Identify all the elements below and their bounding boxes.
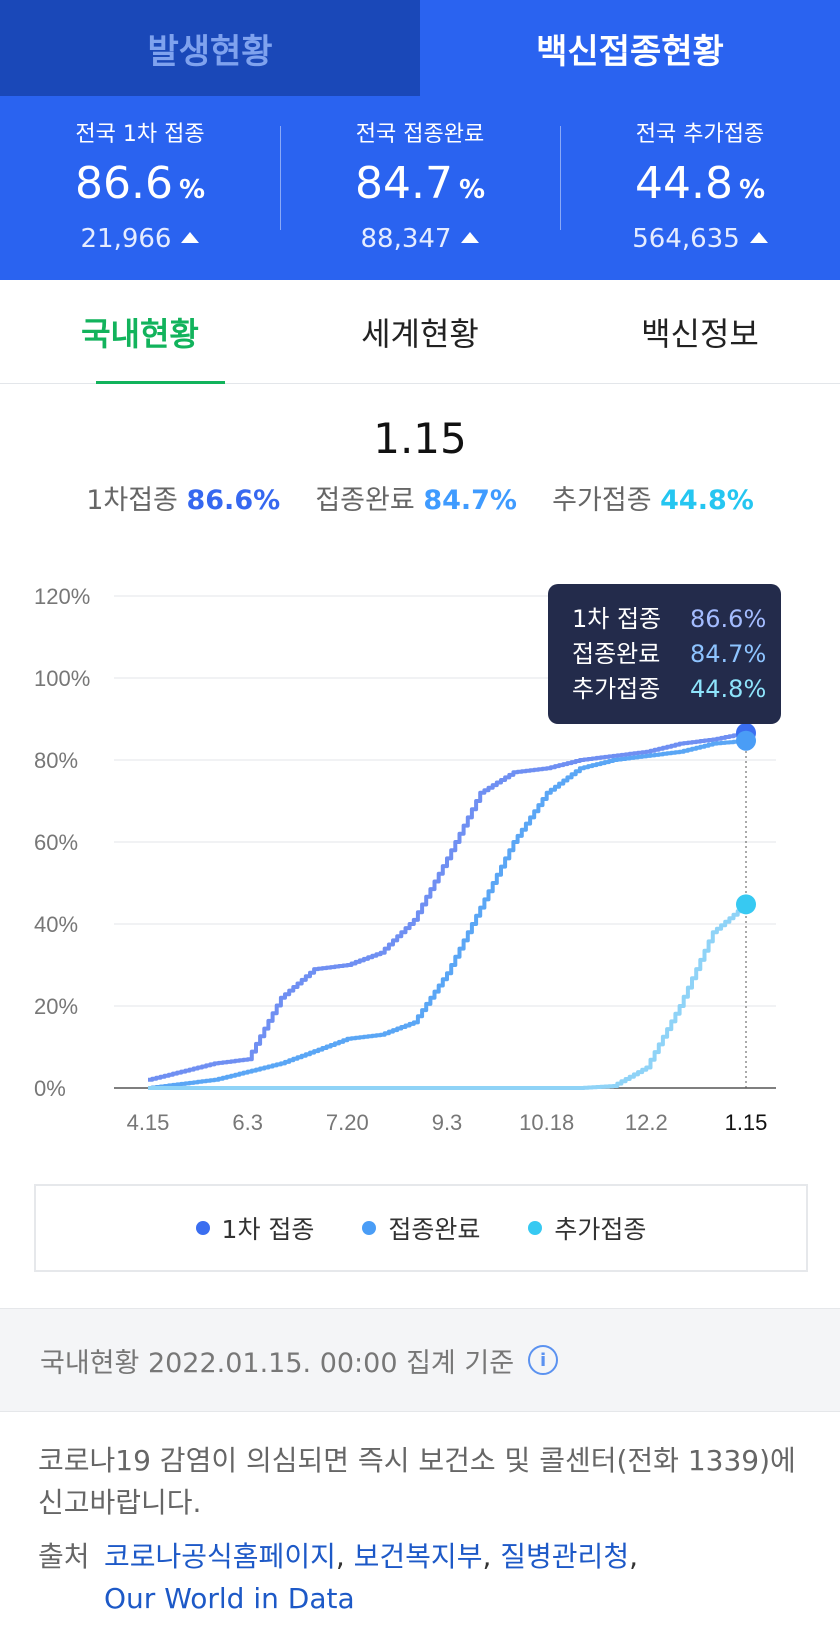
y-tick-label: 120%: [34, 584, 90, 609]
legend-item-booster[interactable]: 추가접종: [528, 1210, 646, 1246]
tooltip-row: 추가접종 44.8%: [572, 672, 781, 707]
increase-triangle-icon: [749, 232, 768, 243]
x-tick-label: 10.18: [519, 1110, 574, 1135]
x-tick-label: 7.20: [326, 1110, 369, 1135]
stat-label: 전국 1차 접종: [75, 122, 205, 147]
footer-notice: 코로나19 감염이 의심되면 즉시 보건소 및 콜센터(전화 1339)에 신고…: [38, 1444, 796, 1519]
stat-number: 44.8: [634, 158, 733, 209]
top-tabs: 발생현황 백신접종현황: [0, 0, 840, 96]
tooltip-value: 84.7%: [690, 640, 767, 668]
info-icon[interactable]: i: [528, 1345, 559, 1375]
tooltip-row: 1차 접종 86.6%: [572, 602, 781, 637]
summary-value: 84.7%: [423, 485, 517, 516]
tooltip-label: 1차 접종: [572, 605, 662, 633]
stat-number: 84.7: [354, 158, 453, 209]
legend-dot-icon: [195, 1221, 210, 1235]
stat-unit: %: [738, 175, 766, 205]
stat-label: 전국 추가접종: [635, 122, 765, 147]
tab-world[interactable]: 세계현황: [361, 314, 479, 353]
stats-band: 전국 1차 접종 86.6% 21,966 전국 접종완료 84.7% 88,3…: [0, 96, 840, 280]
summary-label: 접종완료: [315, 485, 415, 516]
series-line-complete: [148, 739, 748, 1090]
stat-complete: 전국 접종완료 84.7% 88,347: [280, 120, 560, 256]
highlight-dot-booster: [736, 894, 756, 915]
legend-dot-icon: [362, 1221, 377, 1235]
tab-outbreak-status[interactable]: 발생현황: [0, 0, 420, 96]
series-line-first-dose: [148, 731, 748, 1082]
x-tick-label: 4.15: [127, 1110, 170, 1135]
source-link-owid[interactable]: Our World in Data: [104, 1582, 355, 1615]
tab-vaccination-status[interactable]: 백신접종현황: [420, 0, 840, 96]
x-tick-label: 1.15: [725, 1110, 768, 1135]
data-basis-note: 국내현황 2022.01.15. 00:00 집계 기준 i: [0, 1308, 840, 1412]
stat-delta-value: 88,347: [360, 224, 452, 254]
summary-value: 86.6%: [186, 485, 281, 516]
stat-delta-value: 21,966: [80, 224, 172, 254]
x-tick-label: 9.3: [432, 1110, 463, 1135]
legend-label: 접종완료: [388, 1215, 481, 1244]
source-label: 출처: [38, 1540, 90, 1573]
series-line-booster: [148, 904, 748, 1090]
source-link-covid-homepage[interactable]: 코로나공식홈페이지: [104, 1540, 336, 1573]
x-tick-label: 12.2: [625, 1110, 668, 1135]
stat-label: 전국 접종완료: [355, 122, 485, 147]
stat-booster: 전국 추가접종 44.8% 564,635: [560, 120, 840, 256]
stat-value: 84.7%: [280, 156, 560, 218]
y-tick-label: 20%: [34, 994, 78, 1019]
chart-legend: 1차 접종 접종완료 추가접종: [34, 1184, 808, 1272]
source-link-mohw[interactable]: 보건복지부: [353, 1540, 483, 1573]
sub-tabs: 국내현황 세계현황 백신정보: [0, 280, 840, 384]
tab-domestic[interactable]: 국내현황: [0, 280, 280, 384]
stat-value: 86.6%: [0, 156, 280, 218]
stat-number: 86.6: [74, 158, 173, 209]
tooltip-row: 접종완료 84.7%: [572, 637, 781, 672]
y-tick-label: 40%: [34, 912, 78, 937]
y-tick-label: 60%: [34, 830, 78, 855]
summary-label: 추가접종: [552, 485, 652, 516]
source-link-kdca[interactable]: 질병관리청: [500, 1540, 630, 1573]
source-row: 출처 코로나공식홈페이지, 보건복지부, 질병관리청, Our World in …: [38, 1536, 808, 1620]
tab-vaccine-info[interactable]: 백신정보: [641, 314, 759, 353]
stat-first-dose: 전국 1차 접종 86.6% 21,966: [0, 120, 280, 256]
legend-item-first-dose[interactable]: 1차 접종: [195, 1210, 315, 1246]
summary-value: 44.8%: [660, 485, 754, 516]
legend-item-complete[interactable]: 접종완료: [362, 1210, 480, 1246]
y-tick-label: 80%: [34, 748, 78, 773]
summary-line: 1차접종 86.6% 접종완료 84.7% 추가접종 44.8%: [0, 478, 840, 517]
vaccination-line-chart[interactable]: 0% 20% 40% 60% 80% 100% 120% 4.15 6.3 7.20 9.3 10.1…: [0, 560, 840, 1140]
stat-delta-value: 564,635: [632, 224, 740, 254]
stat-delta: 564,635: [560, 222, 840, 256]
tooltip-label: 추가접종: [572, 675, 661, 703]
legend-dot-icon: [528, 1221, 543, 1235]
tooltip-value: 44.8%: [690, 675, 767, 703]
stat-delta: 88,347: [280, 222, 560, 256]
stat-unit: %: [458, 175, 486, 205]
highlight-dot-complete: [736, 730, 756, 751]
y-tick-label: 100%: [34, 666, 90, 691]
chart-tooltip: 1차 접종 86.6% 접종완료 84.7% 추가접종 44.8%: [548, 584, 781, 724]
source-links: 코로나공식홈페이지, 보건복지부, 질병관리청, Our World in Dat…: [104, 1540, 638, 1615]
tooltip-value: 86.6%: [690, 605, 767, 633]
increase-triangle-icon: [461, 232, 480, 243]
x-tick-label: 6.3: [232, 1110, 263, 1135]
summary-date: 1.15: [373, 414, 467, 463]
legend-label: 추가접종: [554, 1215, 647, 1244]
increase-triangle-icon: [181, 232, 200, 243]
stat-delta: 21,966: [0, 222, 280, 256]
stat-unit: %: [178, 175, 206, 205]
legend-label: 1차 접종: [221, 1215, 315, 1244]
tooltip-label: 접종완료: [572, 640, 661, 668]
y-tick-label: 0%: [34, 1076, 66, 1101]
note-text: 국내현황 2022.01.15. 00:00 집계 기준: [40, 1347, 515, 1379]
stat-value: 44.8%: [560, 156, 840, 218]
summary-label: 1차접종: [86, 485, 178, 516]
